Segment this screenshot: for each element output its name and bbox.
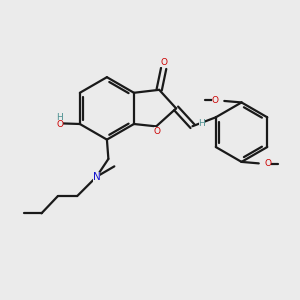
Text: O: O — [56, 120, 63, 129]
Text: O: O — [154, 127, 160, 136]
Text: N: N — [93, 172, 101, 182]
Text: O: O — [160, 58, 167, 67]
Text: O: O — [264, 160, 271, 169]
Text: H: H — [199, 119, 206, 128]
Text: O: O — [212, 96, 219, 105]
Text: H: H — [56, 113, 63, 122]
